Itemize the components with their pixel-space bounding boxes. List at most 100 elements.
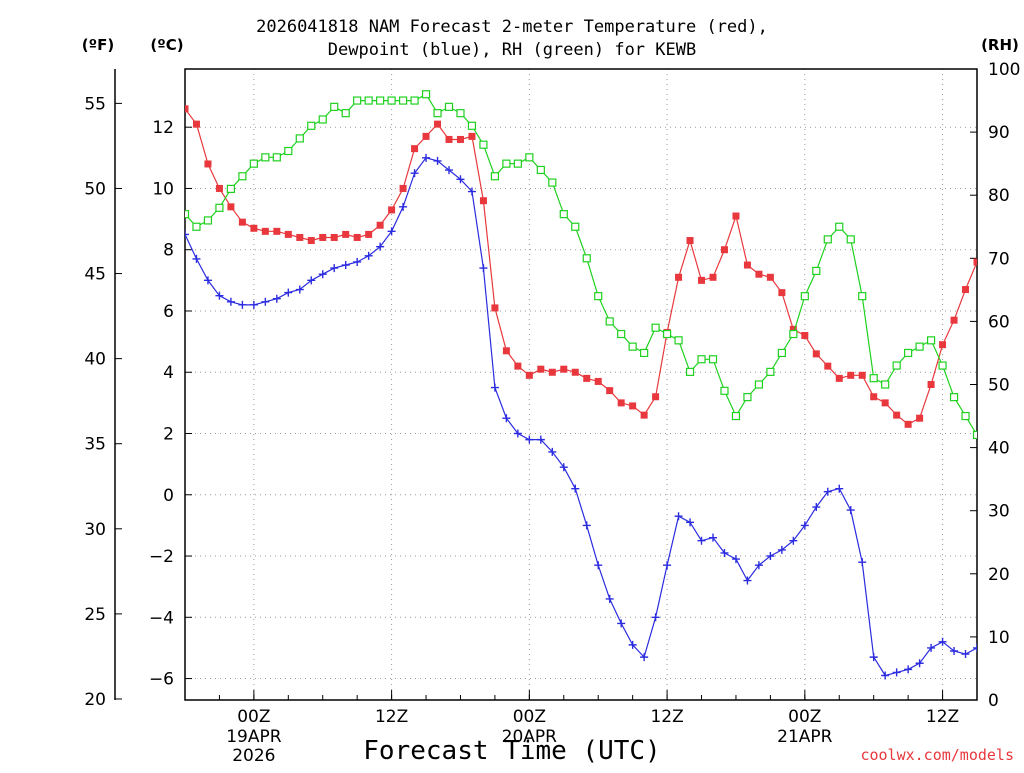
rh-point — [331, 103, 338, 110]
rh-point — [319, 116, 326, 123]
dewpoint-point — [571, 485, 579, 493]
rh-point — [446, 103, 453, 110]
chart-title-line2: Dewpoint (blue), RH (green) for KEWB — [328, 40, 696, 60]
celsius-tick-label: 8 — [163, 241, 174, 261]
rh-point — [342, 110, 349, 117]
rh-point — [847, 236, 854, 243]
rh-tick-label: 20 — [988, 565, 1010, 585]
temperature-point — [549, 369, 556, 376]
dewpoint-point — [663, 561, 671, 569]
rh-point — [836, 223, 843, 230]
temperature-point — [446, 136, 453, 143]
dewpoint-point — [479, 264, 487, 272]
celsius-tick-label: 12 — [152, 118, 174, 138]
temperature-point — [400, 185, 407, 192]
temperature-point — [514, 363, 521, 370]
temperature-point — [985, 237, 992, 244]
temperature-point — [951, 317, 958, 324]
temperature-point — [675, 274, 682, 281]
series-temperature — [182, 105, 1024, 428]
rh-tick-label: 30 — [988, 502, 1010, 522]
rh-point — [824, 236, 831, 243]
dewpoint-point — [491, 384, 499, 392]
dewpoint-point — [870, 653, 878, 661]
temperature-point — [250, 225, 257, 232]
rh-point — [790, 331, 797, 338]
dewpoint-point — [261, 298, 269, 306]
rh-tick-label: 60 — [988, 312, 1010, 332]
rh-point — [778, 349, 785, 356]
dewpoint-point — [698, 537, 706, 545]
dewpoint-point — [525, 436, 533, 444]
dewpoint-point — [743, 577, 751, 585]
dewpoint-point — [238, 301, 246, 309]
rh-point — [250, 160, 257, 167]
rh-point — [296, 135, 303, 142]
rh-point — [365, 97, 372, 104]
rh-point — [377, 97, 384, 104]
celsius-tick-label: 2 — [163, 425, 174, 445]
rh-point — [606, 318, 613, 325]
temperature-point — [629, 402, 636, 409]
rh-point — [767, 368, 774, 375]
rh-point — [916, 343, 923, 350]
temperature-point — [721, 246, 728, 253]
temperature-point — [1019, 258, 1024, 265]
celsius-tick-label: −6 — [149, 670, 174, 690]
temperature-point — [204, 160, 211, 167]
rh-unit-label: (RH) — [981, 36, 1019, 54]
temperature-point — [641, 412, 648, 419]
dewpoint-point — [181, 230, 189, 238]
temperature-point — [468, 133, 475, 140]
rh-point — [595, 293, 602, 300]
dewpoint-point — [686, 518, 694, 526]
temperature-point — [595, 378, 602, 385]
temperature-point — [698, 277, 705, 284]
temperature-point — [732, 213, 739, 220]
rh-point — [744, 394, 751, 401]
temperature-point — [801, 332, 808, 339]
dewpoint-point — [273, 295, 281, 303]
x-tick-time-label: 00Z — [513, 707, 546, 727]
rh-point — [182, 211, 189, 218]
temperature-point — [583, 375, 590, 382]
fahrenheit-tick-label: 30 — [84, 520, 106, 540]
temperature-point — [882, 399, 889, 406]
fahrenheit-tick-label: 20 — [84, 690, 106, 710]
rh-point — [618, 331, 625, 338]
temperature-point — [331, 234, 338, 241]
dewpoint-point — [881, 671, 889, 679]
rh-point — [308, 122, 315, 129]
plot-frame — [185, 69, 977, 700]
x-tick-time-label: 00Z — [237, 707, 270, 727]
rh-point — [675, 337, 682, 344]
rh-point — [664, 331, 671, 338]
temperature-point — [285, 231, 292, 238]
temperature-point — [480, 197, 487, 204]
temperature-point — [859, 372, 866, 379]
dewpoint-point — [594, 561, 602, 569]
rh-point — [893, 362, 900, 369]
dewpoint-point — [192, 255, 200, 263]
rh-point — [491, 173, 498, 180]
rh-point — [388, 97, 395, 104]
x-tick-time-label: 12Z — [926, 707, 959, 727]
rh-point — [813, 267, 820, 274]
rh-tick-label: 70 — [988, 249, 1010, 269]
rh-point — [859, 293, 866, 300]
rh-point — [583, 255, 590, 262]
dewpoint-point — [319, 270, 327, 278]
dewpoint-point — [227, 298, 235, 306]
rh-point — [423, 91, 430, 98]
rh-tick-label: 10 — [988, 628, 1010, 648]
temperature-point — [710, 274, 717, 281]
rh-point — [480, 141, 487, 148]
watermark: coolwx.com/models — [860, 746, 1014, 764]
rh-point — [652, 324, 659, 331]
rh-tick-label: 40 — [988, 439, 1010, 459]
rh-tick-label: 0 — [988, 691, 999, 711]
temperature-point — [893, 412, 900, 419]
dewpoint-point — [732, 555, 740, 563]
temperature-point — [744, 262, 751, 269]
rh-point — [560, 211, 567, 218]
